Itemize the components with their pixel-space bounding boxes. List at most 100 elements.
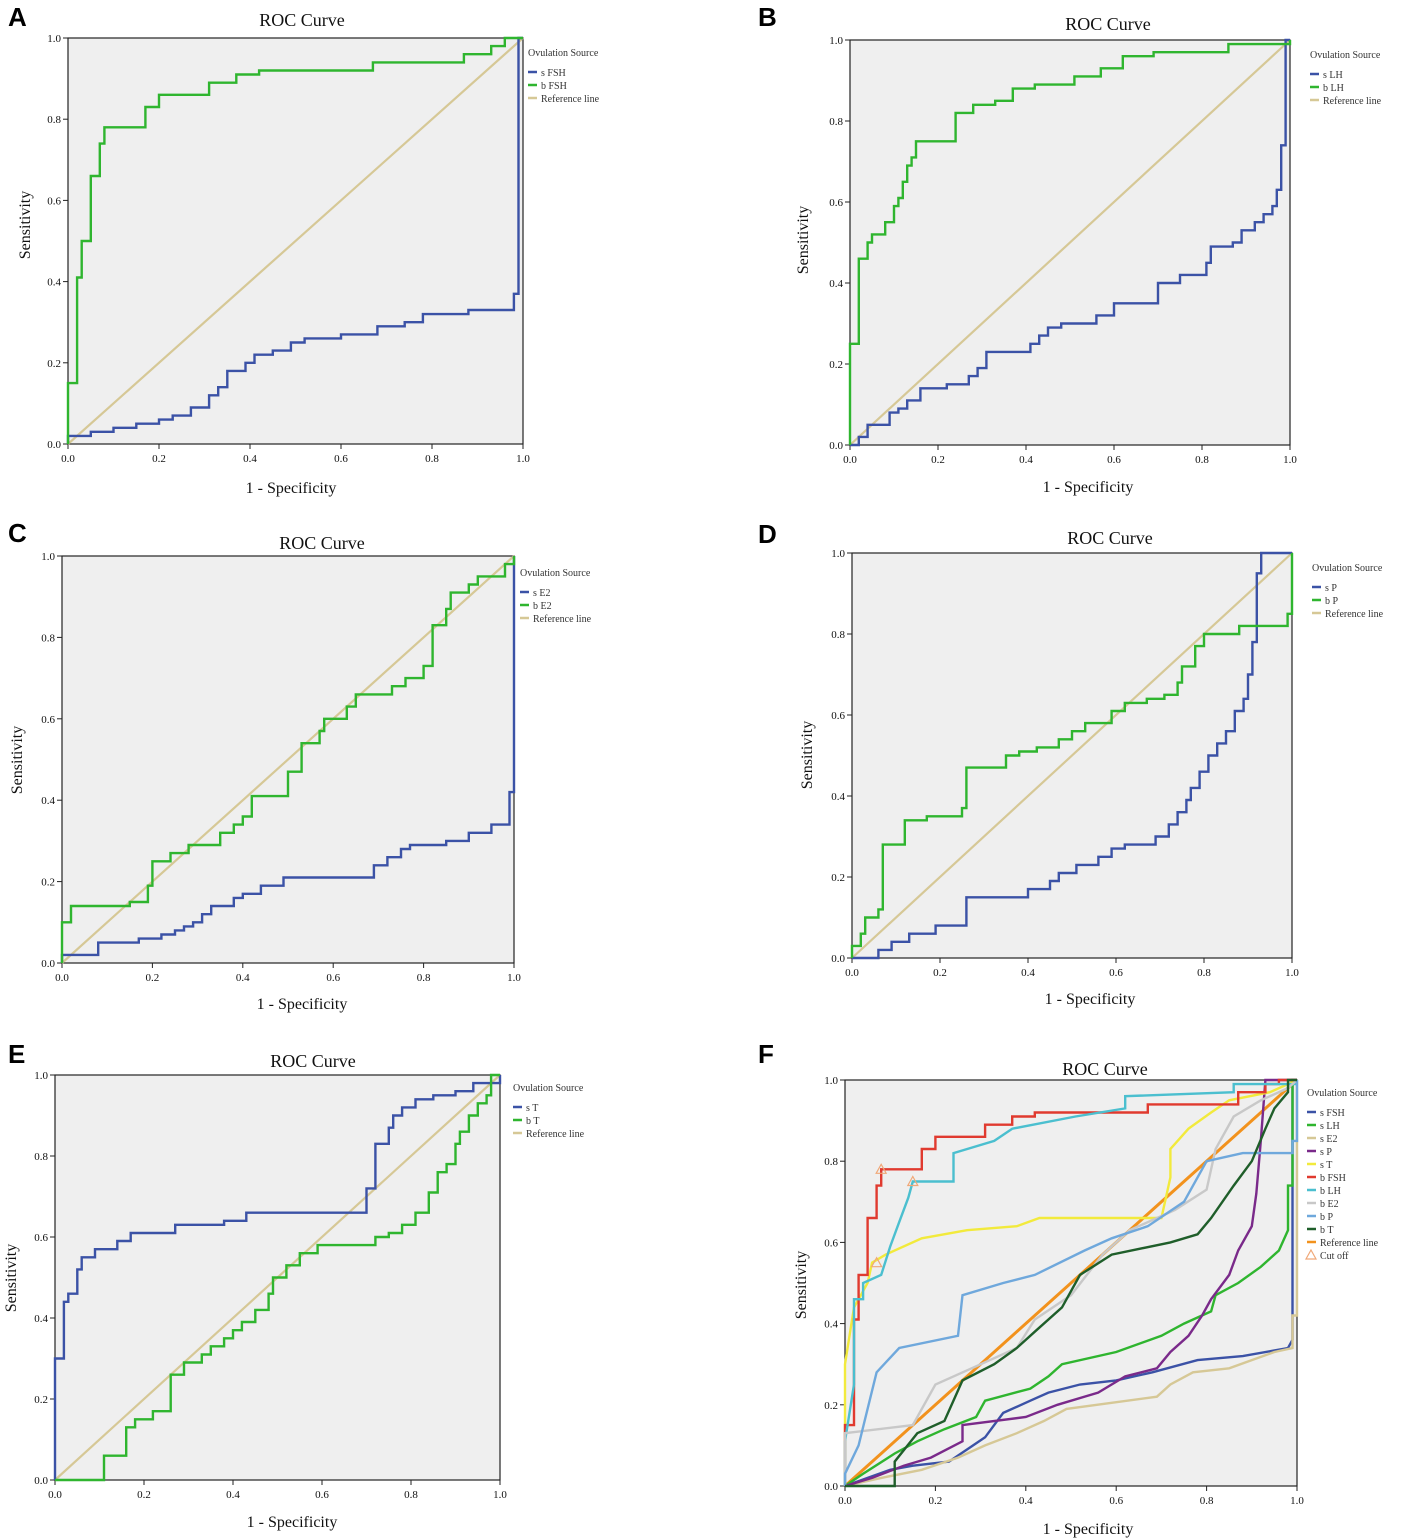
x-tick-label: 0.0	[845, 967, 859, 979]
legend-title: Ovulation Source	[528, 48, 599, 59]
cutoff-marker	[906, 1175, 919, 1187]
y-tick-label: 0.0	[831, 953, 845, 965]
x-tick-label: 0.8	[1200, 1495, 1214, 1507]
y-tick-label: 0.2	[831, 872, 845, 884]
legend-label: s E2	[533, 588, 551, 599]
chart-title: ROC Curve	[1062, 1059, 1148, 1079]
y-tick-label: 1.0	[829, 35, 843, 47]
x-tick-label: 0.6	[315, 1489, 329, 1501]
x-tick-label: 0.8	[425, 453, 439, 465]
y-tick-label: 0.8	[829, 116, 843, 128]
y-tick-label: 0.6	[829, 197, 843, 209]
x-axis-label: 1 - Specificity	[1045, 991, 1136, 1008]
roc-series-s-fsh	[66, 36, 523, 444]
legend-label: s T	[1320, 1160, 1332, 1171]
y-tick-label: 0.0	[41, 958, 55, 970]
x-tick-label: 0.4	[226, 1489, 240, 1501]
x-tick-label: 0.0	[843, 454, 857, 466]
legend-label: Reference line	[1323, 96, 1382, 107]
legend-label: Reference line	[533, 614, 592, 625]
x-tick-label: 0.4	[1021, 967, 1035, 979]
legend-label: s T	[526, 1103, 538, 1114]
y-tick-label: 0.6	[41, 714, 55, 726]
legend-label: Cut off	[1320, 1251, 1349, 1262]
x-tick-label: 1.0	[1290, 1495, 1304, 1507]
x-tick-label: 0.2	[146, 972, 160, 984]
roc-series-reference-line	[67, 37, 524, 445]
y-tick-label: 0.4	[47, 277, 61, 289]
roc-series-b-p	[850, 553, 1294, 958]
legend-label: b T	[526, 1116, 539, 1127]
legend: Ovulation Source s E2 b E2 Reference line	[520, 568, 592, 625]
x-tick-label: 0.2	[931, 454, 945, 466]
legend: Ovulation Source s T b T Reference line	[513, 1083, 585, 1140]
y-tick-label: 0.8	[34, 1151, 48, 1163]
x-tick-label: 0.4	[236, 972, 250, 984]
y-tick-label: 0.2	[34, 1394, 48, 1406]
y-tick-label: 1.0	[41, 551, 55, 563]
roc-series-b-e2	[60, 556, 516, 963]
panel-letter: D	[758, 519, 777, 549]
y-tick-label: 0.2	[41, 877, 55, 889]
x-tick-label: 0.8	[404, 1489, 418, 1501]
roc-panel-f: F ROC Curve 0.00.0 0.2 0.2 0.4 0.4 0.6 0.6 0.8 0.8…	[758, 1039, 1379, 1538]
y-tick-label: 0.4	[831, 791, 845, 803]
roc-series-s-lh	[850, 38, 1290, 447]
panel-letter: F	[758, 1039, 774, 1069]
x-tick-label: 0.2	[929, 1495, 943, 1507]
legend-label: s E2	[1320, 1134, 1338, 1145]
panel-letter: B	[758, 2, 777, 32]
x-tick-label: 1.0	[493, 1489, 507, 1501]
legend-label: Reference line	[526, 1129, 585, 1140]
y-tick-label: 0.8	[824, 1156, 838, 1168]
y-tick-label: 0.2	[829, 359, 843, 371]
x-tick-label: 0.0	[55, 972, 69, 984]
legend-title: Ovulation Source	[513, 1083, 584, 1094]
legend-label: s FSH	[541, 68, 566, 79]
panel-letter: A	[8, 2, 27, 32]
y-tick-label: 0.4	[829, 278, 843, 290]
y-axis-label: Sensitivity	[17, 191, 34, 259]
legend-title: Ovulation Source	[1310, 50, 1381, 61]
x-axis-label: 1 - Specificity	[247, 1514, 338, 1531]
y-tick-label: 0.8	[831, 629, 845, 641]
roc-series-s-lh	[844, 1078, 1297, 1487]
y-tick-label: 0.0	[829, 440, 843, 452]
chart-title: ROC Curve	[259, 10, 345, 30]
legend-label: b P	[1325, 596, 1339, 607]
y-tick-label: 0.4	[824, 1319, 838, 1331]
roc-series-s-p	[852, 551, 1292, 960]
roc-panel-b: B ROC Curve 0.00.0 0.2 0.2 0.4 0.4 0.6 0.6 0.8 0.8…	[758, 2, 1382, 496]
roc-series-b-fsh	[843, 1078, 1297, 1486]
x-tick-label: 1.0	[1285, 967, 1299, 979]
legend-label: s P	[1320, 1147, 1332, 1158]
x-tick-label: 0.6	[334, 453, 348, 465]
y-tick-label: 0.4	[41, 795, 55, 807]
x-tick-label: 1.0	[507, 972, 521, 984]
y-tick-label: 0.4	[34, 1313, 48, 1325]
chart-title: ROC Curve	[1067, 528, 1153, 548]
legend: Ovulation Source s FSH s LH s E2 s P s T b FSH…	[1304, 1088, 1379, 1262]
x-tick-label: 0.8	[1197, 967, 1211, 979]
y-tick-label: 0.8	[47, 114, 61, 126]
y-tick-label: 0.6	[824, 1237, 838, 1249]
roc-panel-e: E ROC Curve 0.00.0 0.2 0.2 0.4 0.4 0.6 0.6 0.8 0.8…	[3, 1039, 585, 1531]
x-tick-label: 0.6	[326, 972, 340, 984]
legend-label: b FSH	[541, 81, 567, 92]
legend-label: b E2	[1320, 1199, 1339, 1210]
x-tick-label: 0.0	[838, 1495, 852, 1507]
legend-cutoff-icon	[1304, 1248, 1318, 1260]
chart-title: ROC Curve	[279, 533, 365, 553]
x-tick-label: 0.4	[243, 453, 257, 465]
roc-series-s-e2	[60, 556, 516, 963]
legend-label: s FSH	[1320, 1108, 1345, 1119]
roc-series-b-p	[843, 1080, 1299, 1486]
legend-title: Ovulation Source	[520, 568, 591, 579]
y-tick-label: 1.0	[47, 33, 61, 45]
chart-title: ROC Curve	[270, 1051, 356, 1071]
cutoff-marker	[870, 1256, 883, 1268]
x-tick-label: 0.4	[1019, 454, 1033, 466]
roc-series-b-fsh	[66, 36, 523, 444]
legend-label: b LH	[1323, 83, 1344, 94]
legend-label: b E2	[533, 601, 552, 612]
